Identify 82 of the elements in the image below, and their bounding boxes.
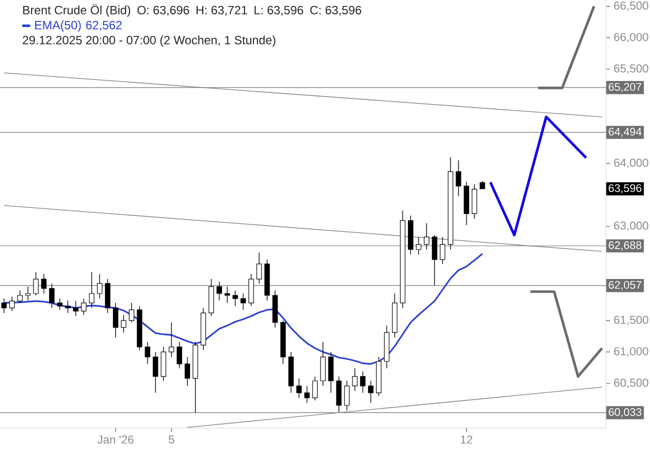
candlestick: [65, 300, 70, 314]
candlestick: [288, 352, 294, 394]
candlestick: [104, 278, 110, 314]
candlestick: [144, 342, 150, 364]
candlestick: [368, 380, 374, 404]
candlestick: [472, 184, 478, 220]
candlestick: [232, 290, 238, 306]
candlestick: [456, 160, 462, 196]
candlestick: [360, 371, 366, 394]
candlestick: [41, 274, 47, 294]
candlestick: [224, 286, 230, 304]
y-tick-label: 65,500: [614, 64, 648, 74]
candlestick: [208, 278, 214, 316]
ref-line-label: 60,033: [608, 408, 642, 418]
candlestick: [480, 180, 486, 190]
candlestick: [49, 283, 55, 308]
candlestick: [440, 236, 446, 264]
annotation: 63,596: [608, 184, 642, 194]
y-tick-label: 64,000: [614, 158, 648, 168]
ref-line-label: 65,207: [608, 82, 642, 92]
candlestick: [336, 376, 342, 413]
y-tick-label: 61,000: [614, 347, 648, 357]
legend-label: EMA(50): [35, 20, 81, 32]
candlestick: [160, 346, 166, 382]
y-tick-label: 61,500: [614, 316, 648, 326]
candlestick: [448, 156, 454, 250]
candlestick: [17, 290, 23, 304]
x-tick-label: Jan '26: [97, 436, 134, 444]
text: 29.12.2025 20:00 - 07:00 (2 Wochen, 1 Stunde): [22, 36, 276, 47]
annotation: L: 63,596: [254, 6, 304, 16]
candlestick: [464, 181, 470, 226]
candlestick: [25, 286, 31, 301]
candlestick: [128, 302, 134, 323]
y-tick-label: 66,500: [614, 2, 648, 12]
ref-line-label: 62,688: [608, 241, 642, 250]
candlestick: [280, 320, 286, 364]
candlestick: [120, 314, 126, 333]
candlestick: [272, 290, 278, 328]
candlestick: [200, 308, 206, 350]
candlestick: [344, 380, 350, 411]
candlestick: [168, 322, 174, 358]
y-tick-label: 66,000: [614, 32, 648, 42]
candlestick: [216, 281, 222, 301]
candlestick: [424, 222, 430, 250]
candlestick: [296, 378, 302, 398]
ref-line-label: 64,494: [608, 128, 642, 137]
candlestick: [1, 298, 7, 314]
candlestick: [352, 368, 358, 392]
candlestick: [400, 210, 406, 308]
candlestick: [112, 302, 118, 338]
candlestick: [192, 342, 198, 414]
candlestick: [9, 296, 15, 312]
candlestick: [304, 386, 310, 404]
candlestick: [384, 325, 390, 369]
annotation: H: 63,721: [196, 6, 248, 16]
x-tick-label: 12: [460, 436, 472, 444]
y-tick-label: 60,500: [614, 378, 648, 388]
y-tick-label: 63,000: [614, 222, 648, 231]
candlestick: [73, 300, 78, 316]
candlestick: [152, 352, 158, 394]
annotation: C: 63,596: [310, 6, 362, 16]
ref-line-label: 62,057: [608, 280, 642, 290]
candlestick: [432, 234, 438, 286]
chart-title: Brent Crude Öl (Bid): [23, 4, 130, 17]
candlestick: [408, 215, 414, 255]
candlestick: [176, 342, 182, 369]
candlestick: [320, 342, 326, 386]
candlestick: [256, 252, 262, 284]
candlestick: [184, 356, 190, 386]
line-series: [489, 116, 588, 236]
candlestick: [264, 259, 270, 301]
x-tick-label: 5: [168, 436, 174, 444]
candlestick: [392, 293, 398, 338]
candlestick: [240, 293, 246, 310]
candlestick: [312, 376, 318, 401]
candlestick: [136, 306, 142, 350]
candlestick: [416, 236, 422, 255]
annotation: 62,562: [86, 20, 122, 31]
candlestick: [96, 274, 102, 299]
candlestick: [89, 272, 94, 308]
annotation: O: 63,696: [137, 6, 190, 16]
candlestick: [328, 352, 334, 394]
